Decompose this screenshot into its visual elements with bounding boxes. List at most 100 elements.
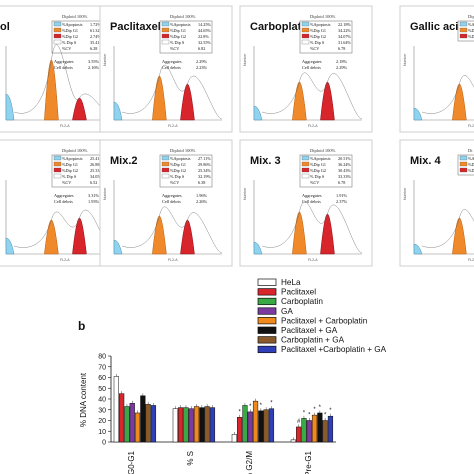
y-tick-label: 0 <box>102 440 106 447</box>
stats-swatch <box>161 161 170 167</box>
panel-title: Paclitaxel <box>110 21 161 33</box>
stats-swatch <box>301 173 310 179</box>
apoptosis-peak <box>413 107 423 121</box>
stats-label: %Dip G2 <box>62 34 78 39</box>
legend-label-3: Carboplatin <box>281 297 323 306</box>
diploid-header: Diploid 100% <box>170 14 196 19</box>
diploid-header: Di <box>468 148 473 153</box>
stats-label: %Dip G1 <box>310 28 326 33</box>
hist-y-label: Number <box>403 53 407 66</box>
diploid-header: Diploid 100% <box>62 14 88 19</box>
y-tick-label: 50 <box>98 386 106 393</box>
hist-x-label: FL2-A <box>168 258 178 262</box>
stats-value: 44.65% <box>198 28 211 33</box>
bar-0-0 <box>113 376 119 443</box>
bar-2-4 <box>252 400 259 443</box>
apoptosis-peak <box>5 93 15 121</box>
diploid-header: Diploid 100% <box>468 14 474 19</box>
legend-swatch-5 <box>257 317 277 325</box>
debris-label: Cell debris <box>54 199 73 204</box>
diploid-header: Diploid 100% <box>310 14 336 19</box>
bar-2-7 <box>268 408 275 443</box>
bar-0-6 <box>145 404 151 443</box>
diploid-header: Diploid 100% <box>62 148 88 153</box>
bar-1-2 <box>183 407 189 443</box>
stats-label: % Dip S <box>310 40 325 45</box>
significance-mark: * <box>324 413 327 419</box>
stats-value: 29.86% <box>198 162 211 167</box>
legend-swatch-4 <box>257 307 277 315</box>
hist-outline <box>421 209 474 248</box>
aggregates-value: 2.18% <box>336 59 348 64</box>
aggregates-label: Aggregates <box>302 193 322 198</box>
hist-y-label: Number <box>103 187 107 200</box>
significance-mark: * <box>329 408 332 414</box>
stats-value: 6.82 <box>198 46 205 51</box>
bar-3-2 <box>301 418 307 443</box>
hist-x-label: FL2-A <box>468 258 474 262</box>
stats-swatch <box>53 173 62 179</box>
stats-swatch <box>161 33 170 39</box>
stats-swatch <box>301 27 310 33</box>
stats-value: 31.64% <box>338 40 351 45</box>
significance-mark: * <box>260 403 263 409</box>
stats-value: 6.28 <box>90 46 97 51</box>
bar-2-3 <box>247 411 253 443</box>
y-tick-label: 40 <box>98 397 106 404</box>
stats-label: %CV <box>310 180 319 185</box>
bar-3-0 <box>290 439 296 443</box>
legend-label-8: Paclitaxel +Carboplatin + GA <box>281 345 387 354</box>
panel-title: Mix. 4 <box>410 155 441 167</box>
stats-swatch <box>161 21 170 27</box>
y-tick-label: 30 <box>98 407 106 414</box>
stats-value: 6.78 <box>338 180 345 185</box>
panel-title: Carboplatin <box>250 21 311 33</box>
stats-label: %Dip G1 <box>310 162 326 167</box>
stats-value: 34.07% <box>338 34 351 39</box>
hist-x-label: FL2-A <box>60 258 70 262</box>
apoptosis-peak <box>253 241 263 255</box>
debris-label: Cell debris <box>162 65 181 70</box>
aggregates-value: 3.31% <box>88 193 100 198</box>
bar-1-1 <box>178 407 184 443</box>
stats-value: 6.78 <box>338 46 345 51</box>
bar-2-2 <box>242 405 248 443</box>
stats-label: %Apoptosis <box>468 156 474 161</box>
stats-swatch <box>459 33 468 39</box>
bar-0-5 <box>140 395 146 443</box>
bar-3-6 <box>322 420 328 443</box>
aggregates-value: 2.29% <box>196 59 208 64</box>
stats-swatch <box>459 21 468 27</box>
significance-mark: * <box>313 407 316 413</box>
stats-label: %Apoptosis <box>310 156 331 161</box>
debris-value: 2.29% <box>336 65 348 70</box>
hist-y-label: Number <box>243 187 247 200</box>
bar-3-5 <box>317 412 323 443</box>
stats-swatch <box>53 161 62 167</box>
stats-swatch <box>301 161 310 167</box>
debris-label: Cell debris <box>54 65 73 70</box>
stats-value: 36.24% <box>338 162 351 167</box>
hist-x-label: FL2-A <box>168 124 178 128</box>
stats-swatch <box>301 155 310 161</box>
apoptosis-peak <box>113 101 123 121</box>
aggregates-value: 1.96% <box>196 193 208 198</box>
bar-3-1 <box>296 426 302 443</box>
stats-value: 30.43% <box>338 168 351 173</box>
aggregates-value: 1.91% <box>336 193 348 198</box>
y-tick-label: 10 <box>98 429 106 436</box>
stats-swatch <box>301 21 310 27</box>
hist-x-label: FL2-A <box>60 124 70 128</box>
hist-outline <box>421 75 474 114</box>
histogram-panel-6: Mix.2 Diploid 100% %Apoptosis 27.11% %Dip G1… <box>99 139 233 267</box>
stats-label: %Dip G2 <box>62 168 78 173</box>
stats-label: %CV <box>62 46 71 51</box>
bar-1-3 <box>188 408 194 443</box>
diploid-header: Diploid 100% <box>310 148 336 153</box>
stats-label: % Dip S <box>310 174 325 179</box>
stats-label: %Dip G2 <box>468 34 474 39</box>
y-tick-label: 20 <box>98 418 106 425</box>
stats-value: 32.55% <box>198 40 211 45</box>
